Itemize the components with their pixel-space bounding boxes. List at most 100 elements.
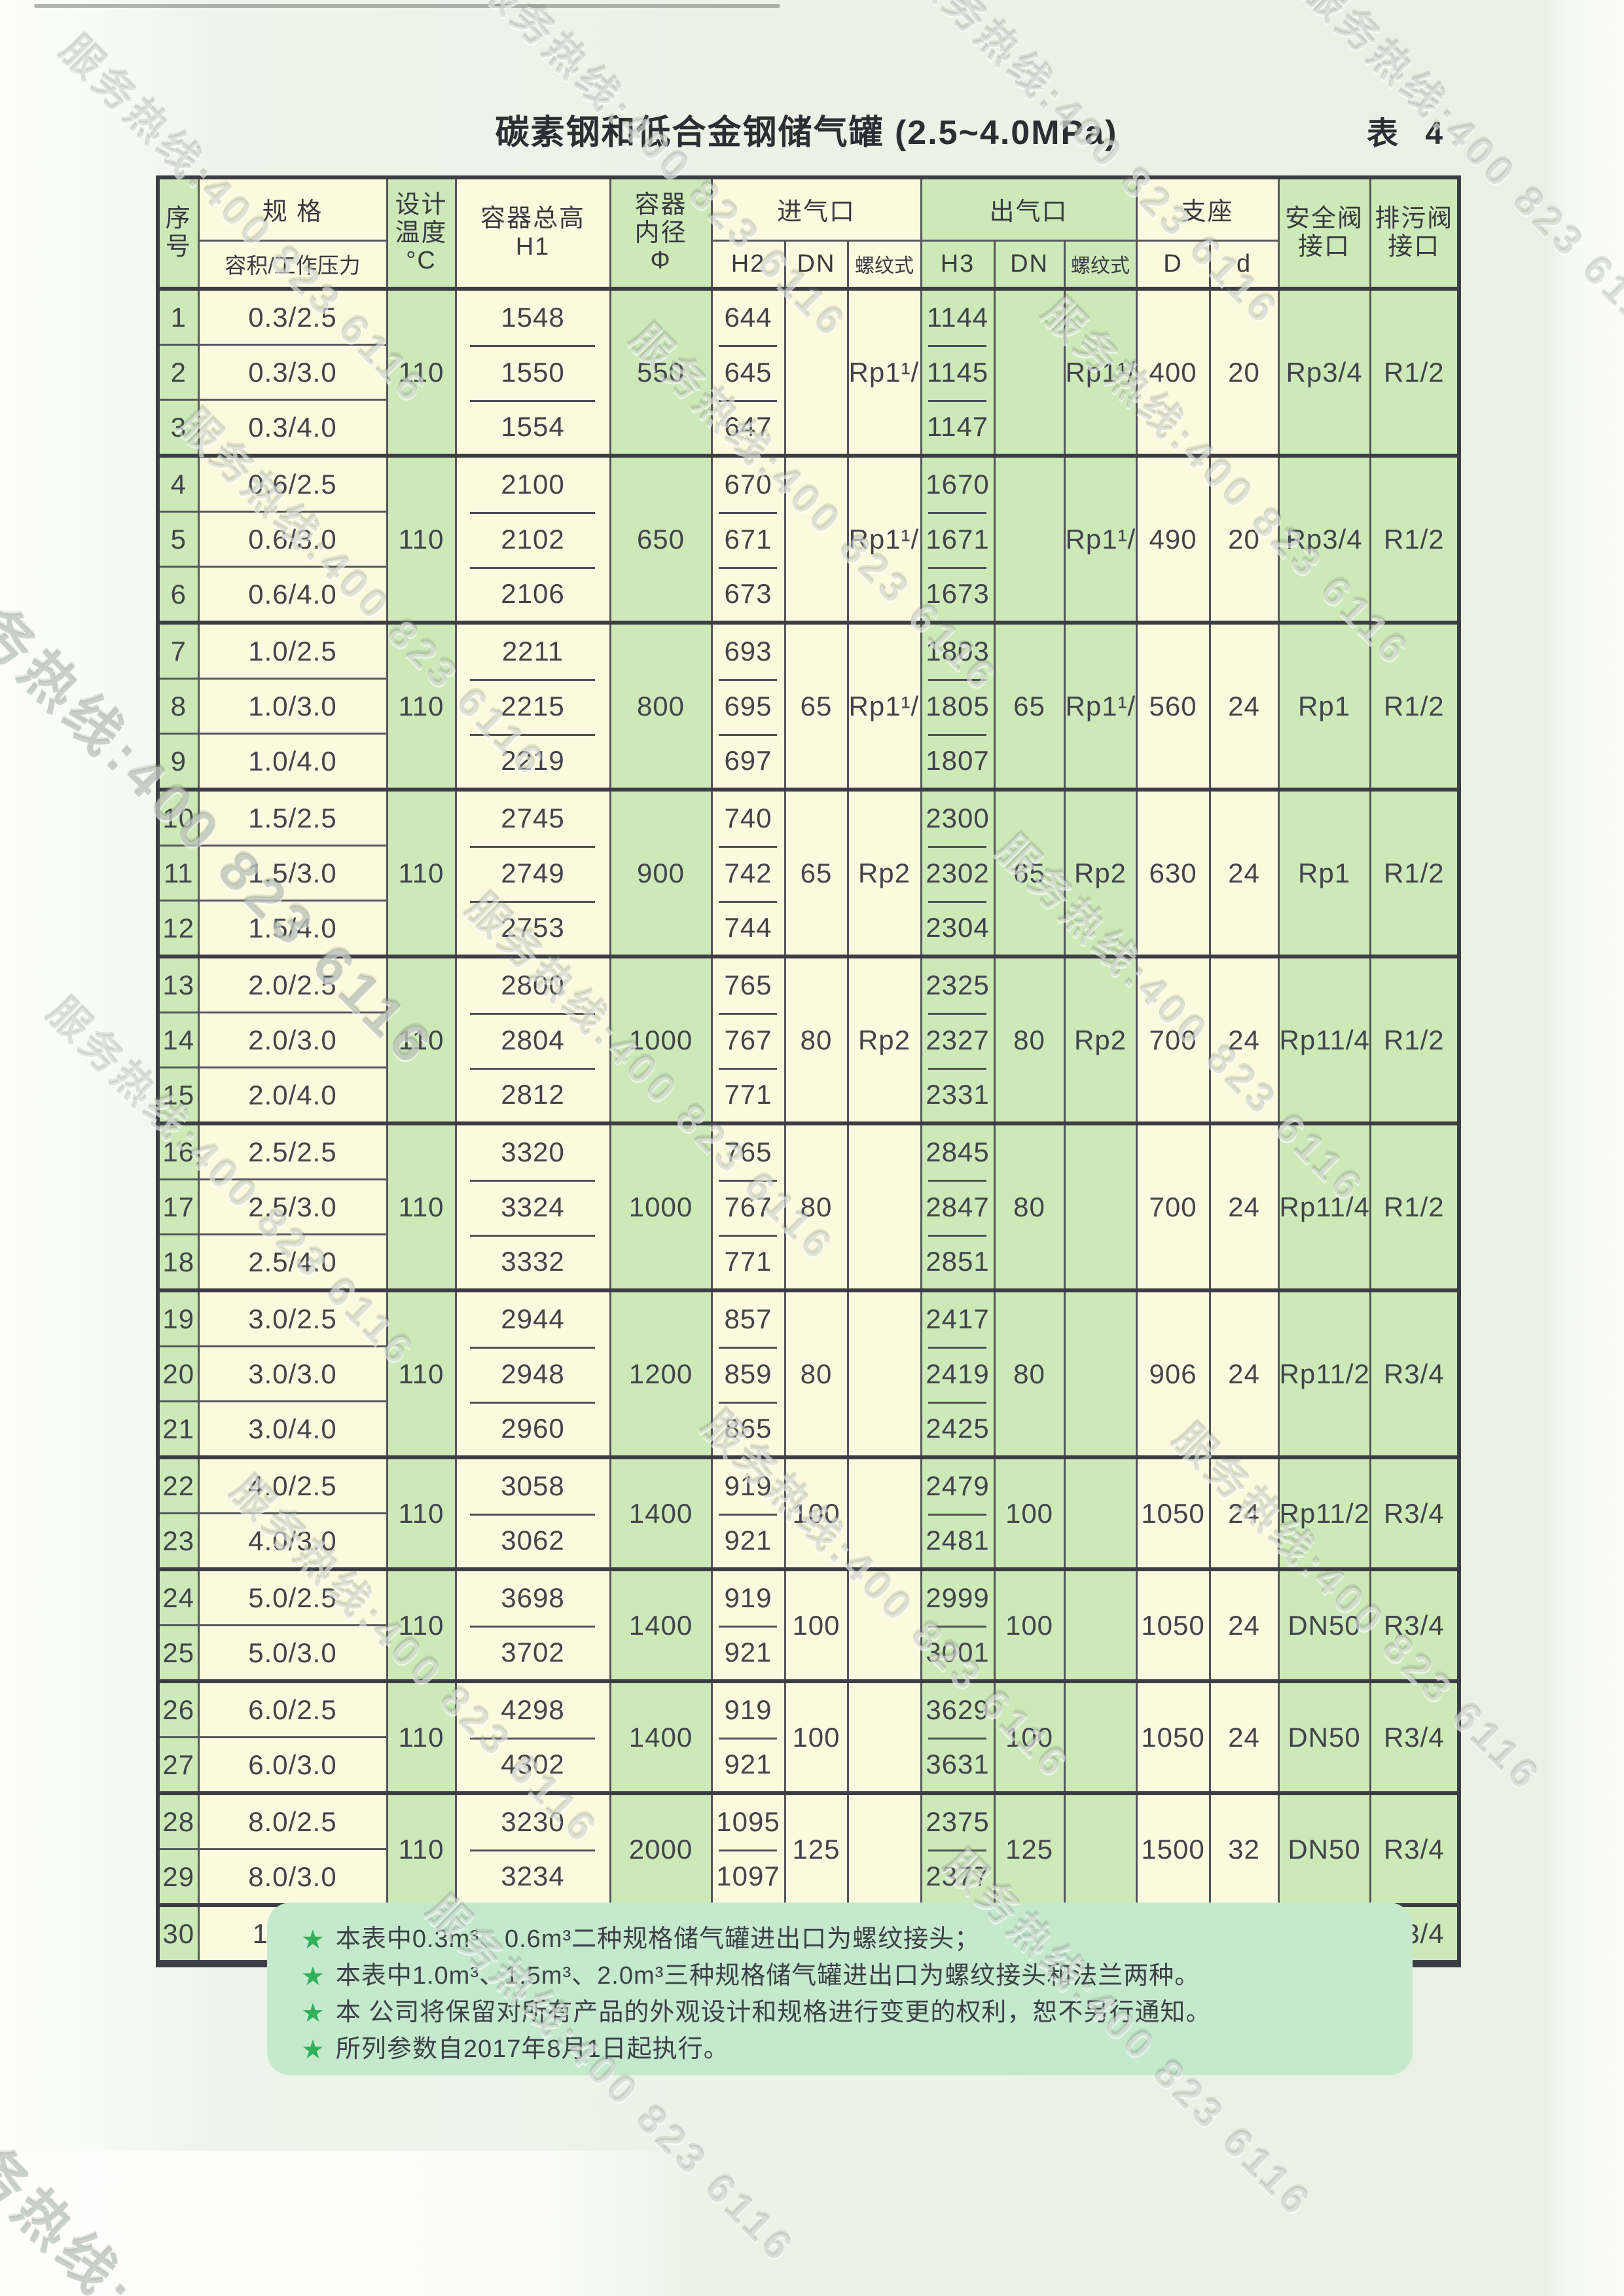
cell-inlet-dn: 125 xyxy=(784,1791,849,1905)
notes-panel: ★ 本表中0.3m³、0.6m³二种规格储气罐进出口为螺纹接头； ★ 本表中1.… xyxy=(267,1903,1413,2075)
cell-outlet-thread: Rp1¹/2 xyxy=(1063,621,1138,790)
cell-design-temp: 110 xyxy=(386,1455,457,1569)
cell-outlet-dn xyxy=(993,287,1066,456)
cell-support-D: 700 xyxy=(1135,1121,1211,1290)
cell-h1: 2211 xyxy=(454,621,611,679)
header-design-temp: 设计 温度 °C xyxy=(386,176,457,289)
cell-serial: 12 xyxy=(156,900,200,957)
header-serial-line1: 序 xyxy=(165,205,192,233)
cell-spec: 1.0/3.0 xyxy=(197,678,388,734)
cell-spec: 2.0/2.5 xyxy=(197,955,388,1013)
table-body: 10.3/2.51101548550644Rp1¹/21144Rp1¹/2400… xyxy=(156,287,1460,1964)
cell-safety-valve: Rp3/4 xyxy=(1277,287,1371,456)
table-row: 11 1.5/3.0 2749 742 2302 xyxy=(156,845,1459,901)
cell-outlet-thread: Rp2 xyxy=(1063,788,1138,957)
cell-serial: 22 xyxy=(156,1455,200,1514)
cell-outlet-thread: Rp2 xyxy=(1063,955,1138,1123)
cell-h2: 765 xyxy=(710,955,786,1013)
cell-spec: 4.0/3.0 xyxy=(197,1512,388,1569)
cell-h2: 919 xyxy=(710,1567,786,1626)
cell-h3: 3629 xyxy=(920,1679,996,1738)
table-row: 9 1.0/4.0 2219 697 1807 xyxy=(156,733,1459,790)
table-row: 12 1.5/4.0 2753 744 2304 xyxy=(156,900,1459,957)
table-number-label: 表 4 xyxy=(1367,117,1453,151)
cell-serial: 6 xyxy=(156,566,200,623)
cell-serial: 2 xyxy=(156,344,200,400)
cell-h2: 693 xyxy=(710,621,786,679)
note-text: 本 公司将保留对所有产品的外观设计和规格进行变更的权利，恕不另行通知。 xyxy=(335,1999,1212,2026)
cell-spec: 0.6/4.0 xyxy=(197,566,388,623)
cell-outlet-thread xyxy=(1063,1679,1138,1793)
cell-inlet-dn: 80 xyxy=(784,1121,849,1290)
header-serial: 序 号 xyxy=(156,176,200,289)
cell-safety-valve: DN50 xyxy=(1277,1679,1371,1793)
header-inner-diameter: 容器 内径 Φ xyxy=(609,176,713,289)
cell-spec: 0.3/2.5 xyxy=(197,287,388,345)
cell-drain-valve: R1/2 xyxy=(1369,287,1460,456)
cell-inner-diameter: 1000 xyxy=(609,955,713,1123)
cell-serial: 4 xyxy=(156,454,200,512)
table-row: 3 0.3/4.0 1554 647 1147 xyxy=(156,399,1459,456)
cell-safety-valve: Rp1 xyxy=(1277,788,1371,957)
cell-inlet-dn: 100 xyxy=(784,1455,849,1569)
cell-inlet-dn: 65 xyxy=(784,621,849,790)
cell-h1: 2215 xyxy=(454,678,611,734)
cell-support-d: 24 xyxy=(1208,1679,1280,1793)
cell-spec: 3.0/3.0 xyxy=(197,1345,388,1402)
table-row: 17 2.5/3.0 3324 767 2847 xyxy=(156,1178,1459,1235)
cell-h3: 2327 xyxy=(920,1012,996,1068)
cell-spec: 4.0/2.5 xyxy=(197,1455,388,1514)
cell-design-temp: 110 xyxy=(386,1791,457,1905)
cell-h2: 671 xyxy=(710,511,786,567)
cell-h2: 1097 xyxy=(710,1849,786,1905)
cell-h3: 2331 xyxy=(920,1067,996,1123)
cell-support-d: 24 xyxy=(1208,1567,1280,1681)
cell-drain-valve: R3/4 xyxy=(1369,1679,1460,1793)
cell-serial: 7 xyxy=(156,621,200,679)
cell-serial: 26 xyxy=(156,1679,200,1738)
cell-inner-diameter: 1400 xyxy=(609,1567,713,1681)
table-row: 21 3.0/4.0 2960 865 2425 xyxy=(156,1400,1459,1457)
cell-drain-valve: R1/2 xyxy=(1369,621,1460,790)
cell-h1: 3230 xyxy=(454,1791,611,1850)
cell-inlet-thread: Rp1¹/2 xyxy=(846,287,922,456)
note-item: ★ 本表中1.0m³、1.5m³、2.0m³三种规格储气罐进出口为螺纹接头和法兰… xyxy=(301,1955,1386,1992)
cell-h3: 1803 xyxy=(920,621,996,679)
cell-h2: 644 xyxy=(710,287,786,345)
cell-h2: 1095 xyxy=(710,1791,786,1850)
cell-drain-valve: R3/4 xyxy=(1369,1455,1460,1569)
header-safety-valve: 安全阀 接口 xyxy=(1277,176,1371,289)
cell-h3: 3001 xyxy=(920,1625,996,1681)
cell-serial: 17 xyxy=(156,1178,200,1235)
cell-drain-valve: R1/2 xyxy=(1369,788,1460,957)
cell-h3: 2325 xyxy=(920,955,996,1013)
table-row: 40.6/2.51102100650670Rp1¹/21670Rp1¹/2490… xyxy=(156,454,1460,623)
cell-design-temp: 110 xyxy=(386,788,457,957)
cell-h1: 3332 xyxy=(454,1234,611,1290)
cell-support-D: 700 xyxy=(1135,955,1211,1123)
header-spec-group: 规 格 xyxy=(197,176,388,240)
cell-h3: 1670 xyxy=(920,454,996,512)
cell-spec: 2.0/3.0 xyxy=(197,1011,388,1068)
cell-inlet-thread: Rp1¹/2 xyxy=(846,621,922,790)
cell-h3: 2481 xyxy=(920,1513,996,1569)
cell-spec: 0.6/2.5 xyxy=(197,454,388,512)
cell-h2: 742 xyxy=(710,845,786,901)
cell-h1: 4298 xyxy=(454,1679,611,1738)
cell-h3: 2479 xyxy=(920,1455,996,1514)
cell-drain-valve: R3/4 xyxy=(1369,1288,1460,1457)
cell-spec: 8.0/3.0 xyxy=(197,1848,388,1905)
page-title: 碳素钢和低合金钢储气罐 (2.5~4.0MPa) xyxy=(495,114,1118,152)
cell-h1: 2749 xyxy=(454,845,611,901)
cell-serial: 16 xyxy=(156,1121,200,1180)
cell-inlet-dn: 100 xyxy=(784,1679,849,1793)
table-row: 2 0.3/3.0 1550 645 1145 xyxy=(156,344,1459,400)
star-icon: ★ xyxy=(301,2035,325,2064)
cell-safety-valve: Rp1 xyxy=(1277,621,1371,790)
cell-design-temp: 110 xyxy=(386,621,457,790)
header-drain-valve: 排污阀 接口 xyxy=(1369,176,1460,289)
cell-inlet-thread: Rp2 xyxy=(846,955,922,1123)
cell-drain-valve: R1/2 xyxy=(1369,1121,1460,1290)
cell-h3: 1671 xyxy=(920,511,996,567)
page-margin xyxy=(0,2151,687,2296)
